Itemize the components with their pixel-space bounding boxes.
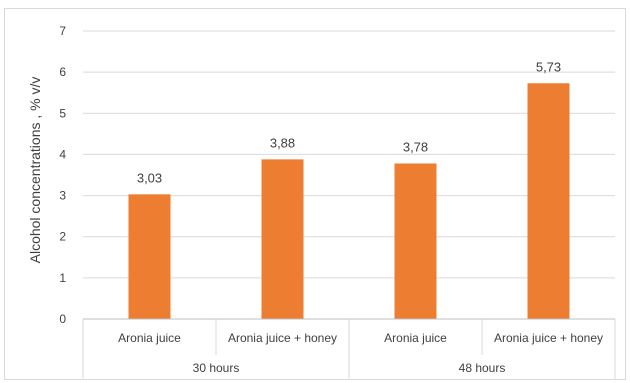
data-label: 3,03 <box>137 170 162 185</box>
data-label: 3,88 <box>270 135 295 150</box>
y-tick-label: 1 <box>59 271 66 285</box>
bars <box>128 83 570 319</box>
y-tick-label: 0 <box>59 312 66 326</box>
y-tick-label: 3 <box>59 189 66 203</box>
x-category-label: Aronia juice <box>384 331 447 345</box>
y-axis-label: Alcohol concentrations , % v/v <box>27 77 43 264</box>
axes: 0 1 2 3 4 5 6 7 Aronia juice Aronia juice + honey… <box>59 24 616 380</box>
x-category-label: Aronia juice + honey <box>494 331 603 345</box>
bar <box>394 163 437 319</box>
y-tick-label: 5 <box>59 106 66 120</box>
x-group-label: 30 hours <box>193 361 240 375</box>
gridlines <box>83 30 615 279</box>
data-labels: 3,03 3,88 3,78 5,73 <box>137 59 561 185</box>
chart-frame <box>4 8 626 380</box>
x-group-label: 48 hours <box>459 361 506 375</box>
data-label: 3,78 <box>403 139 428 154</box>
bar <box>527 83 570 319</box>
y-tick-label: 6 <box>59 65 66 79</box>
bar <box>261 159 304 319</box>
bar <box>128 194 171 319</box>
x-category-label: Aronia juice + honey <box>228 331 337 345</box>
x-category-label: Aronia juice <box>118 331 181 345</box>
y-tick-label: 4 <box>59 147 66 161</box>
data-label: 5,73 <box>536 59 561 74</box>
y-tick-label: 7 <box>59 24 66 38</box>
y-tick-label: 2 <box>59 230 66 244</box>
